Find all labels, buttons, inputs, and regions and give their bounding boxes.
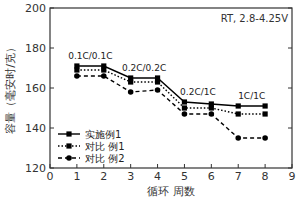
- y-tick: [50, 168, 54, 169]
- x-tick: [130, 164, 131, 168]
- y-tick: [288, 8, 292, 9]
- point: [236, 103, 241, 108]
- x-tick-label: 3: [127, 170, 134, 183]
- series-line: [77, 70, 265, 114]
- plot-frame: [50, 8, 292, 168]
- legend-marker: [66, 143, 71, 148]
- y-tick: [50, 88, 54, 89]
- annotation: 1C/1C: [238, 91, 265, 101]
- legend-marker: [66, 155, 72, 161]
- point: [155, 87, 161, 93]
- y-tick: [288, 128, 292, 129]
- x-tick: [103, 164, 104, 168]
- point: [155, 79, 160, 84]
- annotation: 0.2C/1C: [180, 87, 216, 97]
- y-tick: [288, 48, 292, 49]
- x-tick: [211, 164, 212, 168]
- point: [101, 67, 106, 72]
- point: [128, 79, 133, 84]
- legend-label: 实施例1: [85, 129, 121, 140]
- y-tick-label: 120: [25, 162, 46, 175]
- y-tick-label: 140: [25, 122, 46, 135]
- point: [182, 99, 187, 104]
- x-tick: [157, 164, 158, 168]
- plot-marks: [74, 63, 268, 140]
- y-tick: [50, 8, 54, 9]
- y-tick: [50, 128, 54, 129]
- annotation: 0.1C/0.1C: [68, 51, 112, 61]
- point: [209, 111, 215, 117]
- point: [235, 135, 241, 141]
- legend: 实施例1对比 例1对比 例2: [58, 129, 125, 164]
- subtitle: RT, 2.8-4.25V: [221, 13, 288, 24]
- x-tick-label: 5: [181, 170, 188, 183]
- point: [74, 73, 80, 79]
- x-tick-label: 6: [208, 170, 215, 183]
- point: [263, 111, 268, 116]
- legend-label: 对比 例2: [85, 153, 125, 164]
- x-tick-label: 1: [73, 170, 80, 183]
- point: [128, 89, 134, 95]
- point: [101, 73, 107, 79]
- y-tick-label: 200: [25, 2, 46, 15]
- x-tick: [50, 164, 51, 168]
- x-tick: [76, 164, 77, 168]
- x-tick-label: 2: [100, 170, 107, 183]
- y-tick: [50, 48, 54, 49]
- x-tick: [292, 164, 293, 168]
- legend-marker: [66, 131, 71, 136]
- point: [236, 111, 241, 116]
- y-tick: [288, 168, 292, 169]
- point: [182, 111, 188, 117]
- x-tick-label: 7: [235, 170, 242, 183]
- point: [74, 67, 79, 72]
- series-line: [77, 66, 265, 106]
- y-tick-label: 180: [25, 42, 46, 55]
- x-tick-label: 9: [289, 170, 296, 183]
- y-axis-label: 容量（毫安时/克）: [4, 42, 17, 134]
- annotation: 0.2C/0.2C: [122, 63, 166, 73]
- x-tick: [265, 164, 266, 168]
- x-tick-label: 4: [154, 170, 161, 183]
- legend-label: 对比 例1: [85, 141, 125, 152]
- x-tick: [184, 164, 185, 168]
- x-tick-label: 0: [47, 170, 54, 183]
- y-tick: [288, 88, 292, 89]
- x-tick: [238, 164, 239, 168]
- x-tick-label: 8: [262, 170, 269, 183]
- point: [263, 103, 268, 108]
- point: [182, 105, 187, 110]
- point: [209, 105, 214, 110]
- chart: 120 140 160 180 200 0 1 2 3 4 5 6 7 8 9 循环 周数 容量（毫安时/克） R…: [0, 0, 300, 200]
- y-tick-label: 160: [25, 82, 46, 95]
- point: [262, 135, 268, 141]
- x-axis-label: 循环 周数: [147, 185, 195, 198]
